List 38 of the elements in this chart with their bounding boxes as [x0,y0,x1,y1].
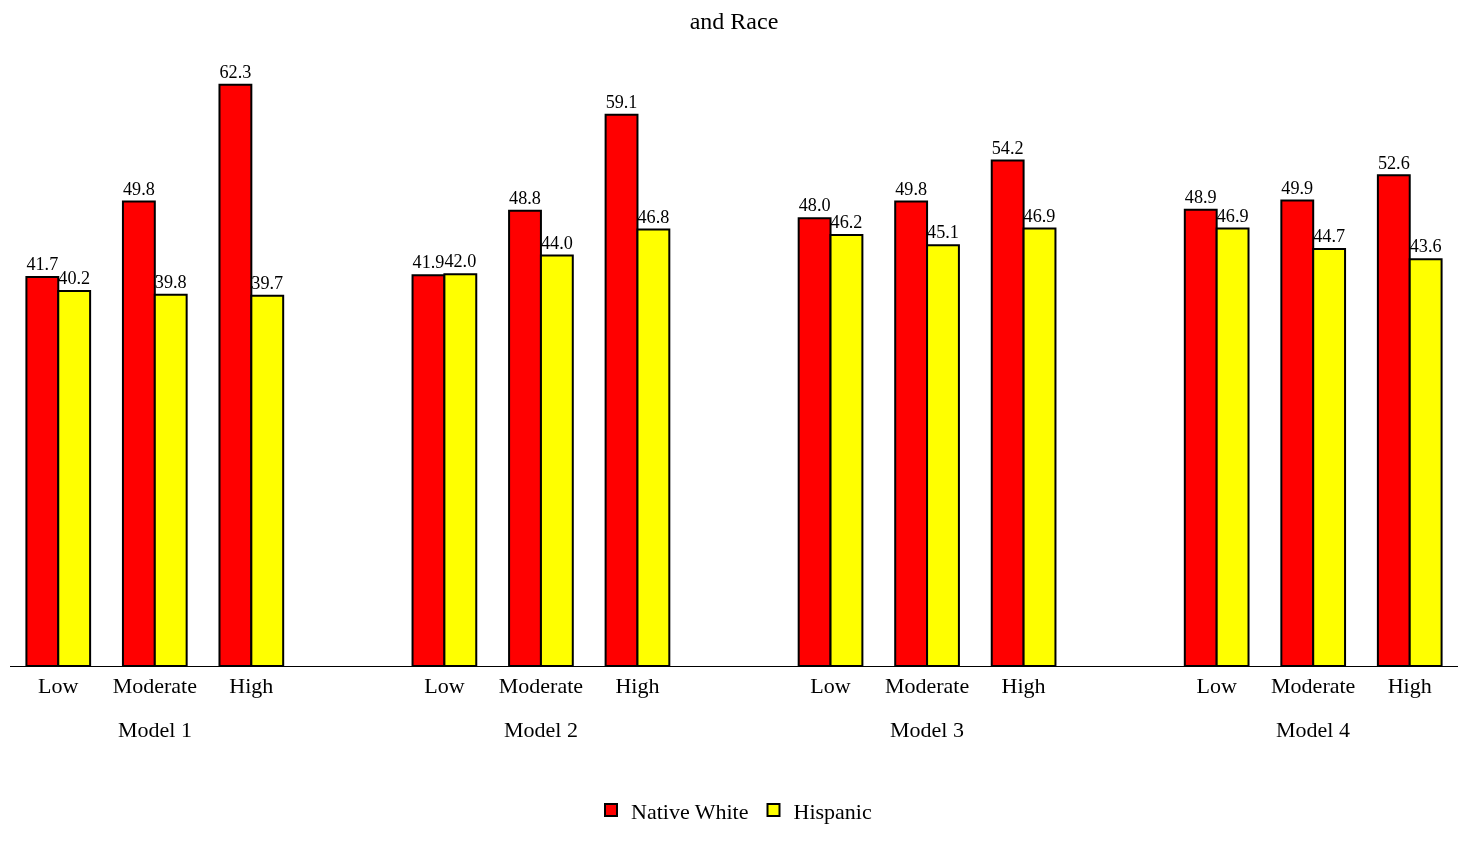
data-label: 40.2 [58,268,91,289]
x-tick-label: High [615,673,660,699]
text: Model 2 [504,717,578,742]
data-label: 44.7 [1313,226,1346,247]
x-tick-label: High [229,673,274,699]
data-label: 39.7 [251,272,284,293]
x-tick-label: Low [424,673,465,699]
x-tick-label: Moderate [112,673,197,699]
data-label: 62.3 [219,62,252,83]
text: Model 4 [1276,717,1350,742]
text: Model 3 [890,717,964,742]
x-tick-label: Moderate [884,673,970,699]
data-label: 48.8 [509,187,541,208]
data-label: 41.7 [26,254,59,275]
data-label: 49.8 [895,178,928,199]
x-tick-label: Low [38,673,79,699]
data-label: 54.2 [991,137,1024,158]
legend-label: Native White [631,798,749,824]
legend-label: Hispanic [793,798,872,824]
x-tick-label: Moderate [498,673,584,699]
data-label: 59.1 [605,91,638,112]
data-label: 42.0 [444,251,477,272]
text: Model 1 [118,717,192,742]
x-tick-label: Low [810,673,851,699]
x-tick-label: Moderate [1271,673,1356,699]
x-tick-label: High [1387,673,1432,699]
x-tick-label: High [1001,673,1046,699]
data-label: 48.9 [1184,187,1217,208]
data-label: 49.9 [1281,177,1314,198]
data-label: 46.2 [830,212,863,233]
chart-title: and Race [689,8,779,35]
data-label: 48.0 [798,195,831,216]
data-label: 52.6 [1377,152,1410,173]
data-label: 41.9 [412,252,445,273]
data-label: 49.8 [122,178,155,199]
data-label: 45.1 [927,222,959,243]
data-label: 46.8 [637,206,670,227]
x-tick-label: Low [1196,673,1237,699]
